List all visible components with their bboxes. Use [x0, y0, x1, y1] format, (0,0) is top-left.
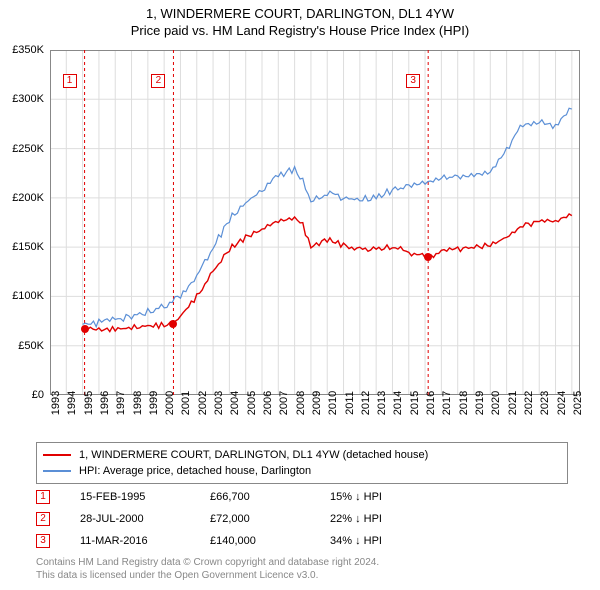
x-tick-label: 1998: [132, 391, 144, 415]
x-tick-label: 2008: [295, 391, 307, 415]
x-tick-label: 1997: [115, 391, 127, 415]
plot-area: 1 2 3: [50, 50, 580, 395]
chart-svg: [50, 50, 580, 395]
legend-swatch: [43, 454, 71, 456]
x-tick-label: 2017: [441, 391, 453, 415]
legend-item: HPI: Average price, detached house, Darl…: [43, 463, 561, 479]
sales-date: 11-MAR-2016: [80, 535, 210, 547]
x-tick-label: 2020: [490, 391, 502, 415]
sales-diff: 15% ↓ HPI: [330, 491, 450, 503]
sales-price: £66,700: [210, 491, 330, 503]
x-tick-label: 2002: [197, 391, 209, 415]
sales-price: £72,000: [210, 513, 330, 525]
x-tick-label: 2005: [246, 391, 258, 415]
x-tick-label: 1996: [99, 391, 111, 415]
y-tick-label: £0: [32, 389, 44, 401]
x-tick-label: 2024: [556, 391, 568, 415]
legend-swatch: [43, 470, 71, 472]
x-tick-label: 2004: [229, 391, 241, 415]
x-tick-label: 2014: [392, 391, 404, 415]
y-tick-label: £300K: [12, 93, 44, 105]
sales-row: 3 11-MAR-2016£140,00034% ↓ HPI: [36, 530, 568, 552]
footer-line1: Contains HM Land Registry data © Crown c…: [36, 556, 379, 569]
x-tick-label: 1994: [66, 391, 78, 415]
legend-label: 1, WINDERMERE COURT, DARLINGTON, DL1 4YW…: [79, 449, 428, 461]
y-tick-label: £200K: [12, 192, 44, 204]
sale-point-1: [81, 325, 89, 333]
x-tick-label: 1993: [50, 391, 62, 415]
x-tick-label: 2011: [344, 391, 356, 415]
x-tick-label: 2012: [360, 391, 372, 415]
y-tick-label: £50K: [18, 340, 44, 352]
sales-marker-box: 3: [36, 534, 50, 548]
x-tick-label: 2006: [262, 391, 274, 415]
sale-point-3: [424, 253, 432, 261]
footer-line2: This data is licensed under the Open Gov…: [36, 569, 379, 582]
sales-table: 1 15-FEB-1995£66,70015% ↓ HPI 2 28-JUL-2000…: [36, 486, 568, 552]
y-tick-label: £150K: [12, 241, 44, 253]
x-tick-label: 2010: [327, 391, 339, 415]
series-property: [85, 214, 572, 332]
x-tick-label: 2025: [572, 391, 584, 415]
sales-diff: 22% ↓ HPI: [330, 513, 450, 525]
sales-row: 2 28-JUL-2000£72,00022% ↓ HPI: [36, 508, 568, 530]
x-tick-label: 2000: [164, 391, 176, 415]
x-tick-label: 2019: [474, 391, 486, 415]
x-tick-label: 2016: [425, 391, 437, 415]
x-tick-label: 2023: [539, 391, 551, 415]
sales-price: £140,000: [210, 535, 330, 547]
sales-marker-box: 2: [36, 512, 50, 526]
sales-row: 1 15-FEB-1995£66,70015% ↓ HPI: [36, 486, 568, 508]
title-main: 1, WINDERMERE COURT, DARLINGTON, DL1 4YW: [0, 6, 600, 21]
chart-container: 1, WINDERMERE COURT, DARLINGTON, DL1 4YW…: [0, 0, 600, 590]
sales-diff: 34% ↓ HPI: [330, 535, 450, 547]
sale-marker-3: 3: [406, 74, 420, 88]
legend-label: HPI: Average price, detached house, Darl…: [79, 465, 311, 477]
x-tick-label: 2013: [376, 391, 388, 415]
legend: 1, WINDERMERE COURT, DARLINGTON, DL1 4YW…: [36, 442, 568, 484]
sales-date: 28-JUL-2000: [80, 513, 210, 525]
y-tick-label: £350K: [12, 44, 44, 56]
x-tick-label: 2001: [180, 391, 192, 415]
x-tick-label: 2015: [409, 391, 421, 415]
sales-date: 15-FEB-1995: [80, 491, 210, 503]
sale-point-2: [169, 320, 177, 328]
y-tick-label: £250K: [12, 143, 44, 155]
legend-item: 1, WINDERMERE COURT, DARLINGTON, DL1 4YW…: [43, 447, 561, 463]
sales-marker-box: 1: [36, 490, 50, 504]
x-tick-label: 1999: [148, 391, 160, 415]
sale-marker-2: 2: [151, 74, 165, 88]
footer: Contains HM Land Registry data © Crown c…: [36, 556, 379, 582]
sale-marker-1: 1: [63, 74, 77, 88]
x-tick-label: 2018: [458, 391, 470, 415]
x-tick-label: 2022: [523, 391, 535, 415]
x-tick-label: 1995: [83, 391, 95, 415]
title-sub: Price paid vs. HM Land Registry's House …: [0, 23, 600, 38]
x-tick-label: 2021: [507, 391, 519, 415]
x-tick-label: 2003: [213, 391, 225, 415]
y-tick-label: £100K: [12, 290, 44, 302]
x-tick-label: 2007: [278, 391, 290, 415]
y-axis: £0£50K£100K£150K£200K£250K£300K£350K: [0, 50, 48, 395]
x-tick-label: 2009: [311, 391, 323, 415]
title-block: 1, WINDERMERE COURT, DARLINGTON, DL1 4YW…: [0, 0, 600, 38]
